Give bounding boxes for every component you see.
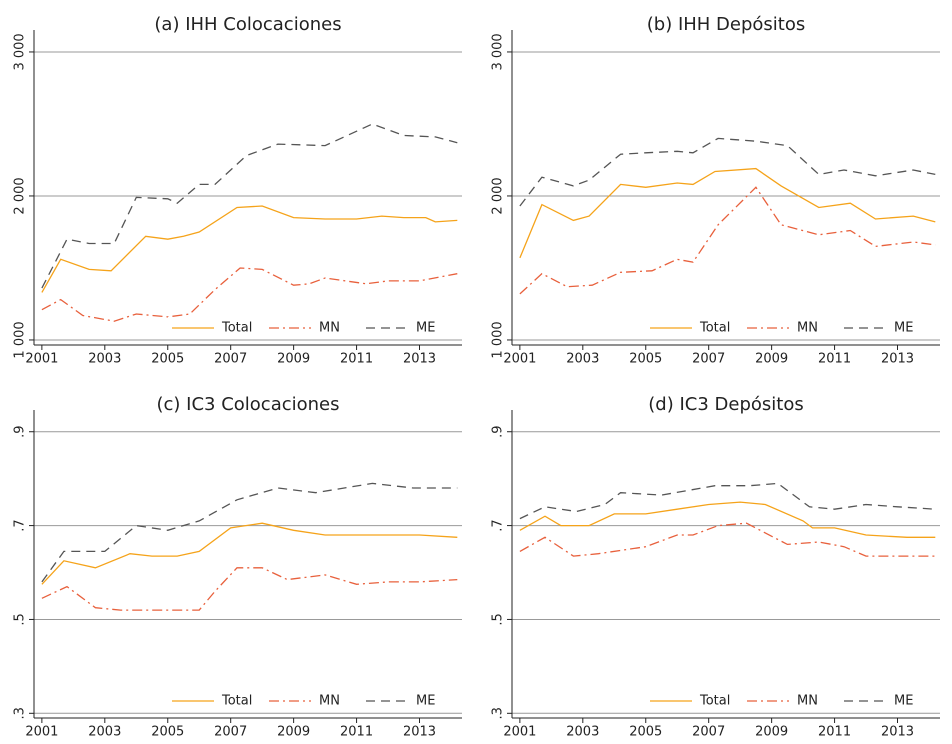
- x-tick-label: 2011: [340, 725, 373, 740]
- legend-label: ME: [894, 694, 913, 709]
- x-tick-label: 2007: [214, 725, 247, 740]
- x-tick-label: 2007: [692, 352, 725, 367]
- series-line: [519, 137, 936, 207]
- x-tick-label: 2009: [277, 725, 310, 740]
- x-tick-label: 2001: [25, 352, 58, 367]
- series-line: [519, 482, 936, 520]
- series-line: [519, 167, 936, 259]
- x-tick-label: 2003: [88, 352, 121, 367]
- legend-box: [646, 690, 936, 712]
- y-tick-label: .5: [491, 613, 506, 625]
- x-tick-label: 2005: [151, 352, 184, 367]
- series-line: [41, 205, 458, 293]
- series-line: [519, 186, 936, 295]
- y-tick-label: 2 000: [491, 177, 506, 214]
- y-tick-label: .3: [13, 707, 28, 719]
- y-tick-label: .9: [13, 426, 28, 438]
- y-tick-label: 1 000: [13, 321, 28, 358]
- legend-label: MN: [797, 694, 818, 709]
- series-line: [41, 267, 458, 322]
- legend-label: Total: [699, 321, 730, 336]
- x-tick-label: 2001: [503, 352, 536, 367]
- x-tick-label: 2007: [214, 352, 247, 367]
- x-tick-label: 2003: [88, 725, 121, 740]
- x-tick-label: 2001: [503, 725, 536, 740]
- legend-label: ME: [416, 321, 435, 336]
- x-tick-label: 2011: [818, 352, 851, 367]
- y-tick-label: .7: [13, 519, 28, 531]
- chart-title: (c) IC3 Colocaciones: [156, 394, 339, 415]
- x-tick-label: 2013: [881, 352, 914, 367]
- x-tick-label: 2013: [403, 725, 436, 740]
- y-tick-label: .5: [13, 613, 28, 625]
- x-tick-label: 2005: [151, 725, 184, 740]
- legend-label: ME: [894, 321, 913, 336]
- legend-label: MN: [319, 694, 340, 709]
- x-tick-label: 2005: [629, 352, 662, 367]
- series-line: [41, 482, 458, 583]
- chart-title: (a) IHH Colocaciones: [154, 14, 341, 35]
- legend-box: [168, 690, 458, 712]
- series-line: [41, 567, 458, 611]
- series-line: [41, 522, 458, 585]
- x-tick-label: 2003: [566, 352, 599, 367]
- x-tick-label: 2003: [566, 725, 599, 740]
- legend-label: ME: [416, 694, 435, 709]
- legend-box: [168, 317, 458, 339]
- x-tick-label: 2013: [403, 352, 436, 367]
- series-line: [519, 522, 936, 557]
- x-tick-label: 2011: [818, 725, 851, 740]
- x-tick-label: 2009: [277, 352, 310, 367]
- x-tick-label: 2001: [25, 725, 58, 740]
- x-tick-label: 2005: [629, 725, 662, 740]
- series-line: [519, 501, 936, 538]
- y-tick-label: .7: [491, 519, 506, 531]
- y-tick-label: 2 000: [13, 177, 28, 214]
- legend-label: MN: [797, 321, 818, 336]
- y-tick-label: .3: [491, 707, 506, 719]
- series-line: [41, 123, 458, 289]
- y-tick-label: .9: [491, 426, 506, 438]
- x-tick-label: 2011: [340, 352, 373, 367]
- legend-label: Total: [699, 694, 730, 709]
- x-tick-label: 2007: [692, 725, 725, 740]
- y-tick-label: 3 000: [491, 33, 506, 70]
- x-tick-label: 2009: [755, 352, 788, 367]
- chart-title: (b) IHH Depósitos: [647, 14, 806, 35]
- x-tick-label: 2013: [881, 725, 914, 740]
- legend-label: Total: [221, 321, 252, 336]
- legend-label: Total: [221, 694, 252, 709]
- chart-title: (d) IC3 Depósitos: [648, 394, 803, 415]
- y-tick-label: 1 000: [491, 321, 506, 358]
- y-tick-label: 3 000: [13, 33, 28, 70]
- legend-box: [646, 317, 936, 339]
- x-tick-label: 2009: [755, 725, 788, 740]
- legend-label: MN: [319, 321, 340, 336]
